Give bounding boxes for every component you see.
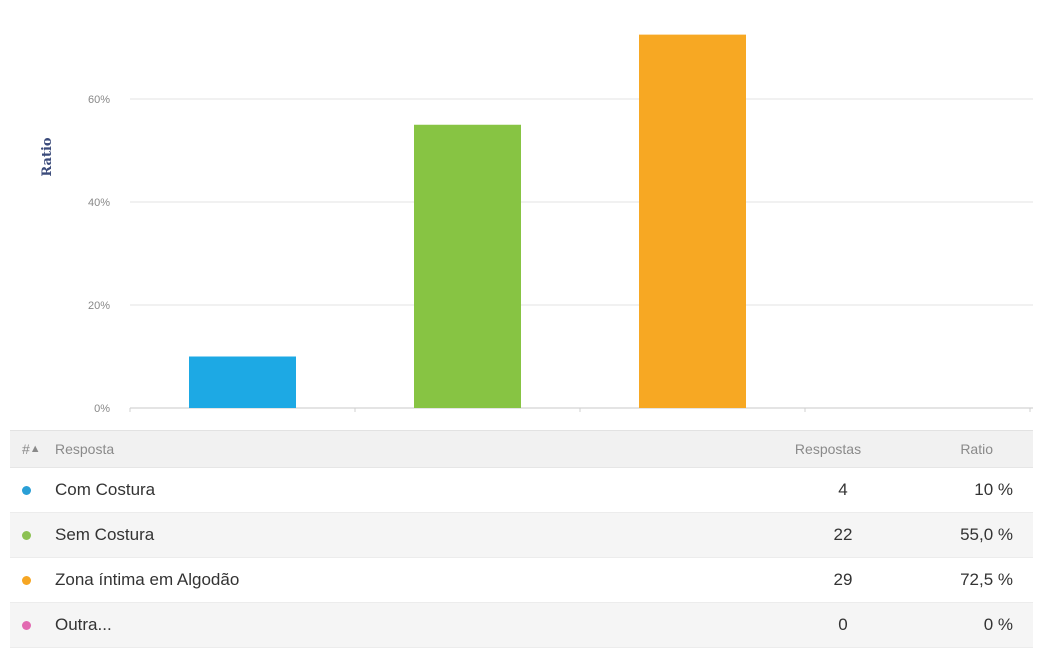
index-header[interactable]: # ▲ [10, 441, 55, 457]
response-count: 22 [833, 525, 853, 544]
series-color-dot-icon [22, 620, 31, 630]
table-row: Outra... 0 0 % [10, 603, 1033, 648]
y-tick-label: 60% [88, 94, 110, 106]
response-count: 0 [838, 615, 848, 634]
response-ratio: 72,5 % [960, 570, 1013, 589]
response-count: 29 [833, 570, 853, 589]
table-row: Zona íntima em Algodão 29 72,5 % [10, 558, 1033, 603]
table-header: # ▲ Resposta Respostas Ratio [10, 431, 1033, 468]
response-label: Outra... [55, 615, 112, 634]
chart-canvas: 0% 20% 40% 60% [88, 34, 1033, 415]
bar-chart: 0% 20% 40% 60% Ratio [39, 34, 1033, 415]
response-header[interactable]: Resposta [55, 441, 115, 457]
series-color-dot-icon [22, 485, 31, 495]
y-tick-label: 20% [88, 300, 110, 312]
bar [639, 34, 746, 408]
response-ratio: 10 % [974, 480, 1013, 499]
bar [414, 124, 521, 408]
y-tick-label: 40% [88, 197, 110, 209]
series-color-dot-icon [22, 530, 31, 540]
series-color-dot-icon [22, 575, 31, 585]
response-ratio: 55,0 % [960, 525, 1013, 544]
response-ratio: 0 % [983, 615, 1013, 634]
y-tick-label: 0% [94, 403, 110, 415]
bar [189, 356, 296, 408]
table-row: Sem Costura 22 55,0 % [10, 513, 1033, 558]
index-header-label: # [22, 441, 30, 457]
responses-table: # ▲ Resposta Respostas Ratio Com Costura… [10, 430, 1033, 648]
response-label: Com Costura [55, 480, 156, 499]
table-row: Com Costura 4 10 % [10, 468, 1033, 513]
response-count: 4 [838, 480, 848, 499]
response-label: Sem Costura [55, 525, 155, 544]
response-label: Zona íntima em Algodão [55, 570, 240, 589]
ratio-header[interactable]: Ratio [960, 441, 993, 457]
sort-up-icon: ▲ [29, 443, 42, 455]
count-header[interactable]: Respostas [794, 441, 862, 457]
y-axis-label: Ratio [39, 137, 55, 177]
